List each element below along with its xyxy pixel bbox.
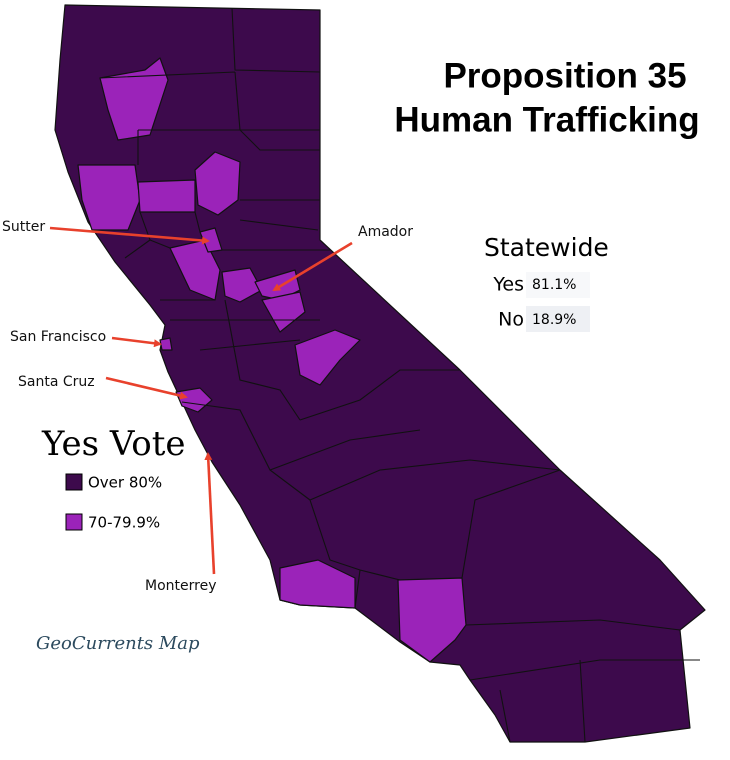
county-light <box>99 57 169 141</box>
credit: GeoCurrents Map <box>36 633 200 654</box>
arrow <box>111 336 162 348</box>
county-light <box>77 164 141 231</box>
county-light <box>137 179 196 213</box>
county-light <box>294 329 361 386</box>
statewide-label: No <box>498 309 524 331</box>
statewide-heading: Statewide <box>484 233 609 262</box>
annotation: San Francisco <box>10 329 106 345</box>
legend-title: Yes Vote <box>41 424 186 464</box>
county-light <box>261 291 306 333</box>
arrow <box>49 226 210 245</box>
county-light <box>221 267 263 303</box>
annotation: Amador <box>358 224 413 240</box>
arrow <box>272 241 353 292</box>
annotation: Sutter <box>2 219 45 235</box>
title-line1: Proposition 35 <box>443 56 686 95</box>
arrow <box>105 376 188 400</box>
county-light <box>194 151 241 216</box>
statewide-value: 81.1% <box>532 277 576 293</box>
statewide-cell <box>526 272 590 298</box>
statewide-cell <box>526 306 590 332</box>
annotation: Santa Cruz <box>18 374 95 390</box>
title-line2: Human Trafficking <box>394 100 699 139</box>
legend-label: Over 80% <box>88 474 162 492</box>
statewide-label: Yes <box>492 274 524 296</box>
legend-swatch <box>65 473 83 491</box>
county-border <box>99 7 700 743</box>
statewide-value: 18.9% <box>532 312 576 328</box>
arrow <box>204 452 216 575</box>
legend-label: 70-79.9% <box>88 514 160 532</box>
county-light <box>159 337 173 351</box>
legend-swatch <box>65 513 83 531</box>
annotation: Monterrey <box>145 578 216 594</box>
